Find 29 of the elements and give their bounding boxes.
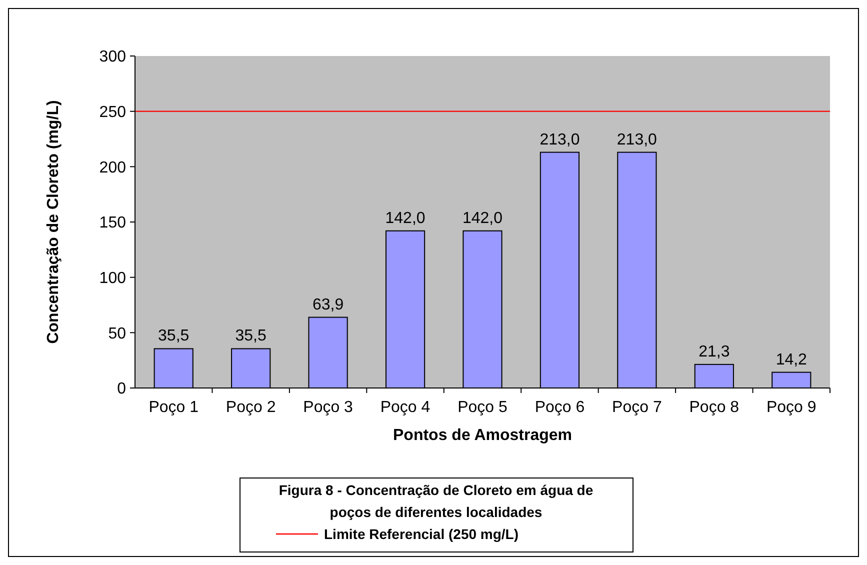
x-tick-label: Poço 6 xyxy=(534,399,585,416)
data-label: 35,5 xyxy=(235,328,267,345)
data-label: 142,0 xyxy=(462,210,503,227)
y-tick-label: 100 xyxy=(99,270,126,287)
y-axis-title: Concentração de Cloreto (mg/L) xyxy=(45,100,62,344)
x-tick-label: Poço 7 xyxy=(612,399,662,416)
legend-label: Limite Referencial (250 mg/L) xyxy=(324,526,519,542)
data-label: 14,2 xyxy=(776,351,808,368)
y-tick-label: 50 xyxy=(108,325,126,342)
x-tick-label: Poço 2 xyxy=(226,399,276,416)
data-label: 35,5 xyxy=(158,328,190,345)
x-tick-label: Poço 9 xyxy=(766,399,816,416)
y-tick-label: 0 xyxy=(117,380,126,398)
x-axis-title: Pontos de Amostragem xyxy=(393,427,572,444)
y-tick-label: 300 xyxy=(99,48,126,66)
data-label: 142,0 xyxy=(385,210,426,227)
data-label: 213,0 xyxy=(540,131,580,148)
x-tick-label: Poço 3 xyxy=(303,399,354,416)
data-label: 213,0 xyxy=(616,131,658,148)
data-label: 21,3 xyxy=(698,343,730,360)
x-tick-label: Poço 8 xyxy=(689,399,740,416)
y-tick-label: 200 xyxy=(99,159,126,176)
x-tick-label: Poço 5 xyxy=(458,399,508,416)
text: Figura 8 - Concentração de Cloreto em água de poços de diferentes localidades xyxy=(278,482,594,520)
data-label: 63,9 xyxy=(312,296,344,314)
x-tick-label: Poço 4 xyxy=(380,399,430,416)
y-tick-label: 250 xyxy=(99,104,126,121)
x-tick-label: Poço 1 xyxy=(148,399,199,416)
y-tick-label: 150 xyxy=(99,214,126,232)
